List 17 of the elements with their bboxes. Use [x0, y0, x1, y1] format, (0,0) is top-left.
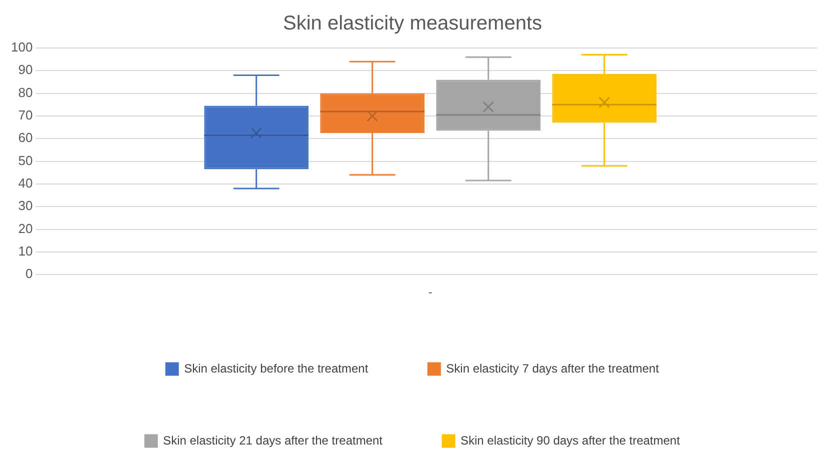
legend-label: Skin elasticity before the treatment	[184, 361, 369, 376]
y-tick-label: 20	[18, 220, 33, 236]
y-tick-label: 90	[18, 62, 33, 78]
chart-title: Skin elasticity measurements	[283, 12, 542, 35]
y-tick-label: 80	[18, 84, 33, 100]
y-tick-label: 0	[25, 266, 33, 282]
y-tick-label: 30	[18, 198, 33, 214]
y-tick-label: 40	[18, 176, 33, 191]
y-tick-label: 10	[18, 244, 33, 259]
y-tick-label: 70	[18, 108, 33, 123]
y-tick-label: 60	[18, 130, 33, 146]
legend-label: Skin elasticity 21 days after the treatment	[163, 433, 384, 448]
x-tick-label: -	[428, 285, 432, 300]
legend-label: Skin elasticity 90 days after the treatment	[460, 433, 681, 448]
y-tick-label: 100	[10, 40, 33, 55]
y-tick-label: 50	[18, 152, 33, 168]
legend-label: Skin elasticity 7 days after the treatment	[446, 361, 660, 376]
